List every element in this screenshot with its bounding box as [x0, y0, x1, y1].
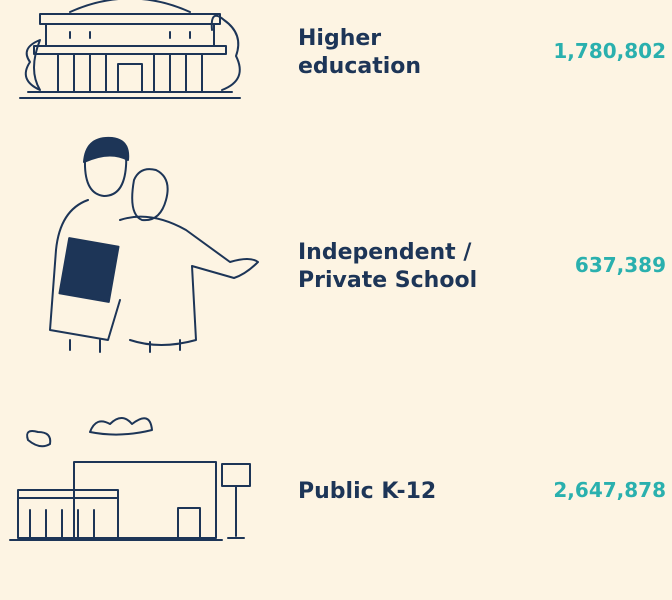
item-value: 1,780,802: [553, 39, 666, 63]
item-label: Higher: [298, 26, 381, 51]
item-label: education: [298, 54, 421, 79]
students-illustration: [50, 138, 258, 352]
school-illustration: [10, 418, 250, 540]
item-label: Independent /: [298, 240, 472, 265]
university-illustration: [20, 0, 240, 98]
item-value: 637,389: [575, 253, 666, 277]
item-label: Private School: [298, 268, 477, 293]
item-value: 2,647,878: [553, 478, 666, 502]
page: Higher education 1,780,802 Independent / Pri…: [0, 0, 672, 600]
item-label: Public K-12: [298, 479, 436, 504]
